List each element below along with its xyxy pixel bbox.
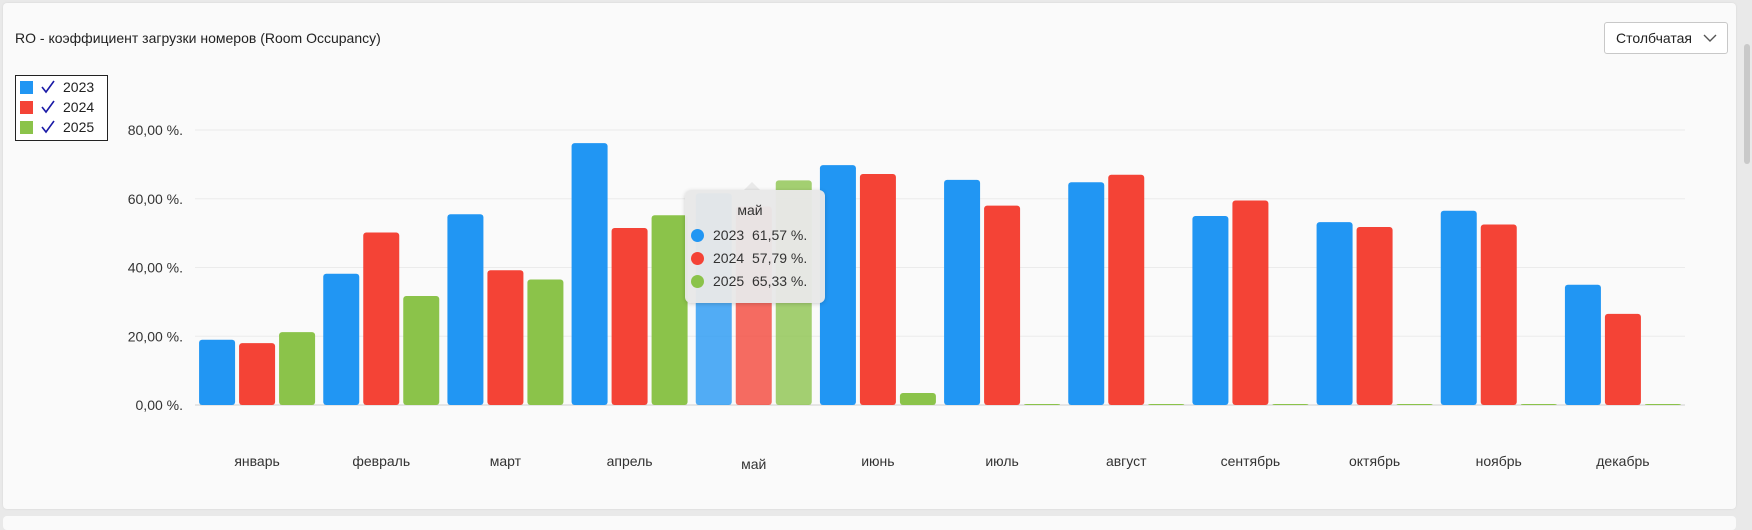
bar [1440, 210, 1477, 405]
bar [363, 232, 400, 405]
bar [611, 227, 648, 405]
x-tick-label: январь [234, 453, 279, 469]
x-tick-label: октябрь [1349, 453, 1400, 469]
bar [1644, 404, 1681, 405]
x-tick-label: март [490, 453, 522, 469]
bar [1148, 404, 1185, 405]
legend-swatch-2024 [20, 100, 33, 114]
bar [1024, 404, 1061, 405]
checkmark-icon[interactable] [41, 120, 55, 134]
legend-label-2023: 2023 [63, 79, 95, 95]
bar [1564, 284, 1601, 405]
bar [1192, 215, 1229, 405]
bar [1396, 404, 1433, 405]
tooltip-year: 2024 [713, 250, 745, 266]
bar [279, 332, 316, 405]
tooltip-row-2024: 2024 57,79 %. [691, 248, 807, 268]
bar [1480, 224, 1517, 405]
x-tick-label: декабрь [1596, 453, 1649, 469]
bar [1232, 200, 1269, 405]
chart-tooltip: май 2023 61,57 %. 2024 57,79 %. 2025 65,… [685, 190, 825, 303]
bar [1520, 404, 1557, 405]
chart-type-select-value: Столбчатая [1616, 30, 1692, 46]
bar [819, 165, 856, 405]
chart-type-select[interactable]: Столбчатая [1604, 22, 1728, 54]
tooltip-dot-2024 [691, 251, 704, 265]
bar [859, 174, 896, 405]
checkmark-icon[interactable] [41, 80, 55, 94]
bar [1272, 404, 1309, 405]
scrollbar-thumb[interactable] [1744, 44, 1750, 164]
y-tick-label: 20,00 %. [128, 328, 183, 344]
tooltip-dot-2023 [691, 228, 704, 242]
x-tick-label: июль [985, 453, 1018, 469]
tooltip-dot-2025 [691, 274, 704, 288]
tooltip-value: 65,33 %. [752, 273, 808, 289]
bar [1604, 313, 1641, 405]
y-tick-label: 60,00 %. [128, 191, 183, 207]
x-tick-label: июнь [861, 453, 894, 469]
bar [651, 215, 688, 405]
bar [403, 296, 440, 405]
tooltip-title: май [737, 202, 763, 218]
tooltip-value: 57,79 %. [752, 250, 808, 266]
bar [1316, 222, 1353, 405]
tooltip-year: 2023 [713, 227, 745, 243]
chevron-down-icon [1703, 34, 1717, 42]
legend-label-2024: 2024 [63, 99, 95, 115]
legend-item-2023[interactable]: 2023 [20, 77, 106, 97]
bar [984, 205, 1021, 405]
checkmark-icon[interactable] [41, 100, 55, 114]
x-tick-label: май [741, 456, 766, 472]
legend-item-2025[interactable]: 2025 [20, 117, 106, 137]
x-tick-label: февраль [352, 453, 410, 469]
chart-legend: 2023 2024 2025 [15, 75, 108, 141]
y-tick-label: 0,00 %. [136, 397, 183, 413]
bar [571, 143, 608, 405]
y-tick-label: 80,00 %. [128, 122, 183, 138]
bar [527, 279, 564, 405]
legend-swatch-2025 [20, 120, 33, 134]
bar [899, 392, 936, 405]
bar [1356, 226, 1393, 405]
tooltip-value: 61,57 %. [752, 227, 808, 243]
bar [944, 179, 981, 405]
bar [199, 339, 236, 405]
chart-title: RO - коэффициент загрузки номеров (Room … [15, 30, 381, 46]
bar [447, 214, 484, 405]
x-tick-label: ноябрь [1476, 453, 1522, 469]
x-tick-label: сентябрь [1221, 453, 1281, 469]
x-tick-label: апрель [607, 453, 653, 469]
bar [1068, 182, 1105, 405]
x-tick-label: август [1106, 453, 1147, 469]
legend-label-2025: 2025 [63, 119, 95, 135]
tooltip-row-2025: 2025 65,33 %. [691, 271, 807, 291]
legend-swatch-2023 [20, 80, 33, 94]
bar [239, 343, 276, 405]
tooltip-row-2023: 2023 61,57 %. [691, 225, 807, 245]
bar [487, 270, 524, 405]
tooltip-arrow [743, 182, 761, 191]
bar [1108, 174, 1145, 405]
bar [323, 273, 360, 405]
y-tick-label: 40,00 %. [128, 260, 183, 276]
tooltip-year: 2025 [713, 273, 745, 289]
legend-item-2024[interactable]: 2024 [20, 97, 106, 117]
